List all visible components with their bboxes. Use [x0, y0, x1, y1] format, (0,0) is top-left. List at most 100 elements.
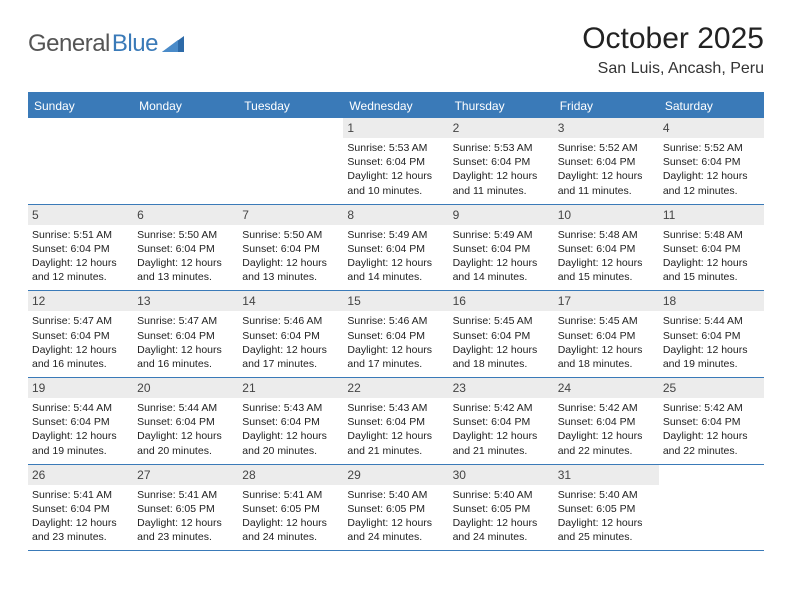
day-cell: 3 Sunrise: 5:52 AMSunset: 6:04 PMDaylight… [554, 118, 659, 204]
info-line: Sunset: 6:04 PM [347, 155, 444, 169]
day-info: Sunrise: 5:49 AMSunset: 6:04 PMDaylight:… [453, 228, 550, 285]
info-line: Sunset: 6:04 PM [558, 155, 655, 169]
info-line: Daylight: 12 hours [347, 429, 444, 443]
info-line: Daylight: 12 hours [347, 516, 444, 530]
info-line: Daylight: 12 hours [663, 429, 760, 443]
day-cell: 7 Sunrise: 5:50 AMSunset: 6:04 PMDaylight… [238, 205, 343, 291]
day-cell: 20Sunrise: 5:44 AMSunset: 6:04 PMDayligh… [133, 378, 238, 464]
info-line: Sunset: 6:04 PM [242, 415, 339, 429]
title-block: October 2025 San Luis, Ancash, Peru [582, 22, 764, 78]
info-line: Daylight: 12 hours [242, 256, 339, 270]
day-cell: 24Sunrise: 5:42 AMSunset: 6:04 PMDayligh… [554, 378, 659, 464]
info-line: Daylight: 12 hours [663, 343, 760, 357]
day-cell [659, 465, 764, 551]
header: General Blue October 2025 San Luis, Anca… [28, 22, 764, 78]
info-line: and 23 minutes. [137, 530, 234, 544]
day-cell: 28Sunrise: 5:41 AMSunset: 6:05 PMDayligh… [238, 465, 343, 551]
info-line: Sunrise: 5:48 AM [663, 228, 760, 242]
info-line: Sunset: 6:04 PM [137, 415, 234, 429]
info-line: Sunrise: 5:41 AM [242, 488, 339, 502]
day-number: 23 [449, 378, 554, 398]
info-line: Sunrise: 5:50 AM [242, 228, 339, 242]
info-line: Sunset: 6:04 PM [663, 155, 760, 169]
info-line: Sunset: 6:04 PM [347, 242, 444, 256]
info-line: Daylight: 12 hours [558, 169, 655, 183]
day-header: Saturday [659, 94, 764, 118]
day-cell: 12Sunrise: 5:47 AMSunset: 6:04 PMDayligh… [28, 291, 133, 377]
day-info: Sunrise: 5:52 AMSunset: 6:04 PMDaylight:… [558, 141, 655, 198]
info-line: and 16 minutes. [32, 357, 129, 371]
info-line: and 13 minutes. [137, 270, 234, 284]
logo: General Blue [28, 30, 184, 58]
info-line: and 21 minutes. [453, 444, 550, 458]
info-line: and 22 minutes. [558, 444, 655, 458]
day-info: Sunrise: 5:52 AMSunset: 6:04 PMDaylight:… [663, 141, 760, 198]
day-info: Sunrise: 5:51 AMSunset: 6:04 PMDaylight:… [32, 228, 129, 285]
day-cell: 27Sunrise: 5:41 AMSunset: 6:05 PMDayligh… [133, 465, 238, 551]
info-line: Daylight: 12 hours [347, 343, 444, 357]
day-cell: 13Sunrise: 5:47 AMSunset: 6:04 PMDayligh… [133, 291, 238, 377]
info-line: Daylight: 12 hours [663, 169, 760, 183]
info-line: Sunset: 6:04 PM [242, 242, 339, 256]
day-number: 22 [343, 378, 448, 398]
info-line: and 24 minutes. [453, 530, 550, 544]
info-line: Daylight: 12 hours [137, 429, 234, 443]
info-line: Sunrise: 5:53 AM [453, 141, 550, 155]
day-cell: 10Sunrise: 5:48 AMSunset: 6:04 PMDayligh… [554, 205, 659, 291]
day-number: 27 [133, 465, 238, 485]
day-info: Sunrise: 5:45 AMSunset: 6:04 PMDaylight:… [453, 314, 550, 371]
info-line: and 15 minutes. [558, 270, 655, 284]
info-line: and 19 minutes. [32, 444, 129, 458]
day-number: 26 [28, 465, 133, 485]
day-number: 8 [343, 205, 448, 225]
info-line: Sunrise: 5:49 AM [453, 228, 550, 242]
day-cell: 14Sunrise: 5:46 AMSunset: 6:04 PMDayligh… [238, 291, 343, 377]
info-line: Sunrise: 5:44 AM [137, 401, 234, 415]
info-line: Sunset: 6:04 PM [558, 242, 655, 256]
day-cell: 29Sunrise: 5:40 AMSunset: 6:05 PMDayligh… [343, 465, 448, 551]
day-info: Sunrise: 5:44 AMSunset: 6:04 PMDaylight:… [137, 401, 234, 458]
info-line: Daylight: 12 hours [137, 256, 234, 270]
info-line: Sunset: 6:04 PM [137, 242, 234, 256]
day-info: Sunrise: 5:53 AMSunset: 6:04 PMDaylight:… [347, 141, 444, 198]
info-line: Sunrise: 5:46 AM [347, 314, 444, 328]
day-header: Wednesday [343, 94, 448, 118]
info-line: Sunset: 6:04 PM [137, 329, 234, 343]
day-cell: 17Sunrise: 5:45 AMSunset: 6:04 PMDayligh… [554, 291, 659, 377]
info-line: Daylight: 12 hours [137, 343, 234, 357]
day-info: Sunrise: 5:40 AMSunset: 6:05 PMDaylight:… [558, 488, 655, 545]
week-row: 1Sunrise: 5:53 AMSunset: 6:04 PMDaylight… [28, 118, 764, 205]
day-number: 10 [554, 205, 659, 225]
day-cell: 23Sunrise: 5:42 AMSunset: 6:04 PMDayligh… [449, 378, 554, 464]
info-line: Sunset: 6:05 PM [242, 502, 339, 516]
info-line: and 15 minutes. [663, 270, 760, 284]
info-line: Sunrise: 5:47 AM [137, 314, 234, 328]
day-info: Sunrise: 5:44 AMSunset: 6:04 PMDaylight:… [663, 314, 760, 371]
day-info: Sunrise: 5:50 AMSunset: 6:04 PMDaylight:… [137, 228, 234, 285]
info-line: Sunset: 6:05 PM [453, 502, 550, 516]
day-number: 16 [449, 291, 554, 311]
day-number: 4 [659, 118, 764, 138]
day-info: Sunrise: 5:49 AMSunset: 6:04 PMDaylight:… [347, 228, 444, 285]
info-line: Daylight: 12 hours [137, 516, 234, 530]
page-subtitle: San Luis, Ancash, Peru [582, 60, 764, 78]
info-line: Sunset: 6:05 PM [558, 502, 655, 516]
day-number: 3 [554, 118, 659, 138]
day-header: Tuesday [238, 94, 343, 118]
info-line: Daylight: 12 hours [558, 343, 655, 357]
info-line: Sunset: 6:04 PM [32, 415, 129, 429]
info-line: and 12 minutes. [32, 270, 129, 284]
logo-triangle-icon [162, 36, 184, 52]
info-line: Daylight: 12 hours [32, 516, 129, 530]
info-line: Daylight: 12 hours [453, 429, 550, 443]
week-row: 26Sunrise: 5:41 AMSunset: 6:04 PMDayligh… [28, 465, 764, 552]
day-number: 5 [28, 205, 133, 225]
day-number: 7 [238, 205, 343, 225]
week-row: 12Sunrise: 5:47 AMSunset: 6:04 PMDayligh… [28, 291, 764, 378]
info-line: and 17 minutes. [347, 357, 444, 371]
info-line: Daylight: 12 hours [558, 256, 655, 270]
day-info: Sunrise: 5:43 AMSunset: 6:04 PMDaylight:… [347, 401, 444, 458]
day-number: 1 [343, 118, 448, 138]
info-line: Daylight: 12 hours [453, 256, 550, 270]
logo-text-1: General [28, 30, 110, 58]
